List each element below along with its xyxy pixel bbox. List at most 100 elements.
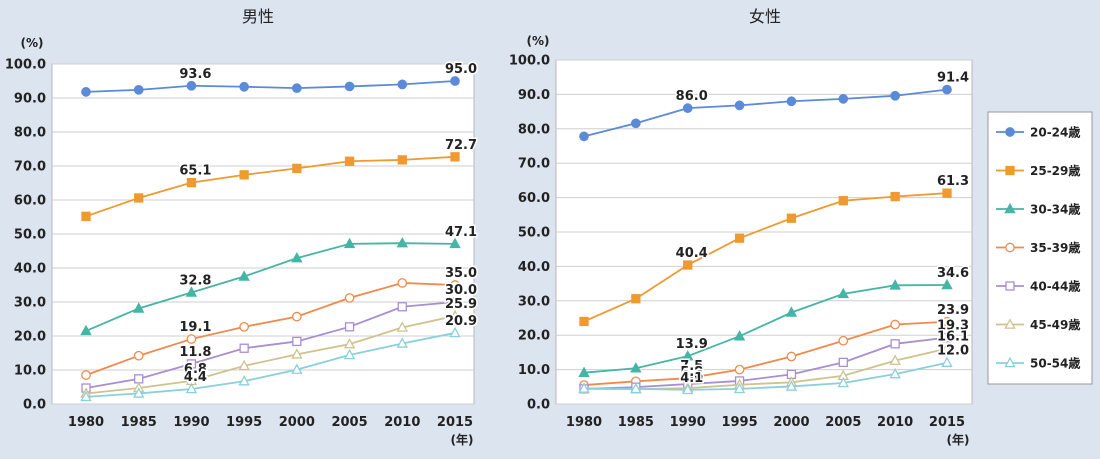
data-point	[942, 332, 952, 343]
data-point	[941, 342, 953, 353]
data-label: 23.9	[937, 303, 969, 318]
data-label: 4.4	[184, 370, 207, 385]
data-point	[786, 213, 797, 223]
data-point	[889, 279, 901, 290]
data-point	[890, 339, 900, 349]
data-point	[579, 131, 589, 142]
x-axis-label: (年)	[947, 432, 970, 447]
data-point	[239, 321, 249, 332]
data-point	[186, 80, 197, 91]
chart-title: 男性	[242, 7, 274, 26]
legend-marker	[1004, 202, 1016, 214]
data-point	[292, 311, 302, 322]
series-line	[85, 315, 456, 395]
y-tick-label: 50.0	[14, 228, 46, 243]
legend-marker	[1005, 281, 1015, 291]
series-35-39歳: 7.5 23.9	[579, 301, 971, 390]
data-point	[785, 306, 798, 317]
legend-marker	[1005, 165, 1015, 176]
data-point	[396, 337, 408, 348]
data-label: 11.8	[179, 345, 211, 360]
series-line	[583, 336, 948, 390]
legend-item: 20-24歳	[996, 125, 1080, 140]
legend-item: 30-34歳	[996, 202, 1080, 217]
data-point	[449, 326, 461, 338]
data-point	[291, 363, 303, 374]
data-point	[396, 321, 408, 332]
x-tick-label: 1980	[566, 415, 602, 430]
y-tick-label: 100.0	[509, 54, 550, 69]
data-label: 95.0	[445, 62, 477, 77]
data-point	[450, 280, 460, 290]
data-label: 6.8	[184, 362, 207, 377]
x-tick-label: 2005	[331, 415, 367, 430]
y-tick-label: 60.0	[14, 194, 46, 209]
data-point	[838, 335, 849, 346]
x-tick-label: 1990	[670, 415, 706, 430]
series-30-34歳: 13.9 34.6	[578, 264, 971, 377]
y-tick-label: 70.0	[518, 157, 550, 172]
x-tick-label: 2010	[877, 415, 913, 430]
x-tick-label: 1980	[68, 415, 104, 430]
x-tick-label: 1985	[121, 415, 157, 430]
data-point	[397, 278, 408, 288]
data-point	[343, 348, 356, 360]
data-point	[239, 343, 249, 353]
series-line	[583, 361, 948, 391]
data-point	[631, 118, 641, 129]
data-point	[81, 370, 91, 380]
data-point	[344, 293, 355, 303]
x-tick-label: 2010	[384, 415, 420, 430]
data-point	[238, 270, 250, 281]
data-label: 4.6	[680, 369, 703, 384]
series-35-39歳: 19.1 35.0	[81, 265, 479, 380]
x-tick-label: 2015	[437, 415, 473, 430]
data-point	[186, 334, 197, 344]
data-point	[238, 359, 250, 371]
series-line	[85, 282, 456, 376]
data-point	[838, 196, 848, 206]
data-point	[81, 87, 91, 97]
data-point	[889, 367, 901, 379]
data-point	[449, 309, 461, 321]
data-point	[185, 286, 198, 297]
data-point	[186, 178, 197, 188]
y-tick-label: 70.0	[14, 160, 46, 175]
data-point	[134, 193, 144, 203]
chart-panel-2: 0.0 10.0 20.0 30.0 40.0 50.0 60.0 70.0 80.0 90.0 1…	[509, 7, 973, 447]
legend-label: 45-49歳	[1030, 317, 1080, 332]
data-point	[134, 374, 144, 384]
series-line	[85, 332, 456, 398]
legend-item: 25-29歳	[996, 163, 1080, 178]
legend: 20-24歳 25-29歳 30-34歳 35-39歳 40-44歳 45-49歳 50-5…	[987, 111, 1093, 385]
data-point	[889, 354, 901, 365]
data-label: 5.8	[680, 365, 703, 380]
series-30-34歳: 32.8 47.1	[80, 223, 479, 336]
y-tick-label: 30.0	[518, 294, 550, 309]
series-40-44歳: 5.8 19.3	[579, 317, 971, 394]
data-point	[344, 156, 355, 166]
legend-label: 20-24歳	[1030, 125, 1080, 140]
data-label: 19.3	[937, 319, 969, 334]
data-label: 7.5	[680, 359, 703, 374]
y-tick-label: 40.0	[14, 262, 46, 277]
data-point	[239, 81, 249, 92]
data-point	[786, 351, 797, 362]
data-point	[734, 233, 745, 243]
series-50-54歳: 4.4 20.9	[80, 312, 479, 402]
data-point	[450, 152, 460, 162]
data-label: 61.3	[937, 174, 969, 189]
y-axis-label: (%)	[527, 34, 550, 48]
legend-label: 40-44歳	[1030, 279, 1080, 294]
series-45-49歳: 6.8 25.9	[80, 295, 479, 398]
data-point	[397, 302, 407, 312]
chart-panel-1: 0.0 10.0 20.0 30.0 40.0 50.0 60.0 70.0 80.0 90.0 1…	[5, 7, 479, 447]
data-label: 72.7	[445, 138, 477, 153]
x-axis-label: (年)	[451, 432, 474, 447]
data-label: 93.6	[179, 67, 211, 82]
data-label: 12.0	[937, 344, 969, 359]
x-tick-label: 2000	[773, 415, 809, 430]
chart-title: 女性	[749, 7, 781, 26]
data-point	[185, 382, 198, 394]
